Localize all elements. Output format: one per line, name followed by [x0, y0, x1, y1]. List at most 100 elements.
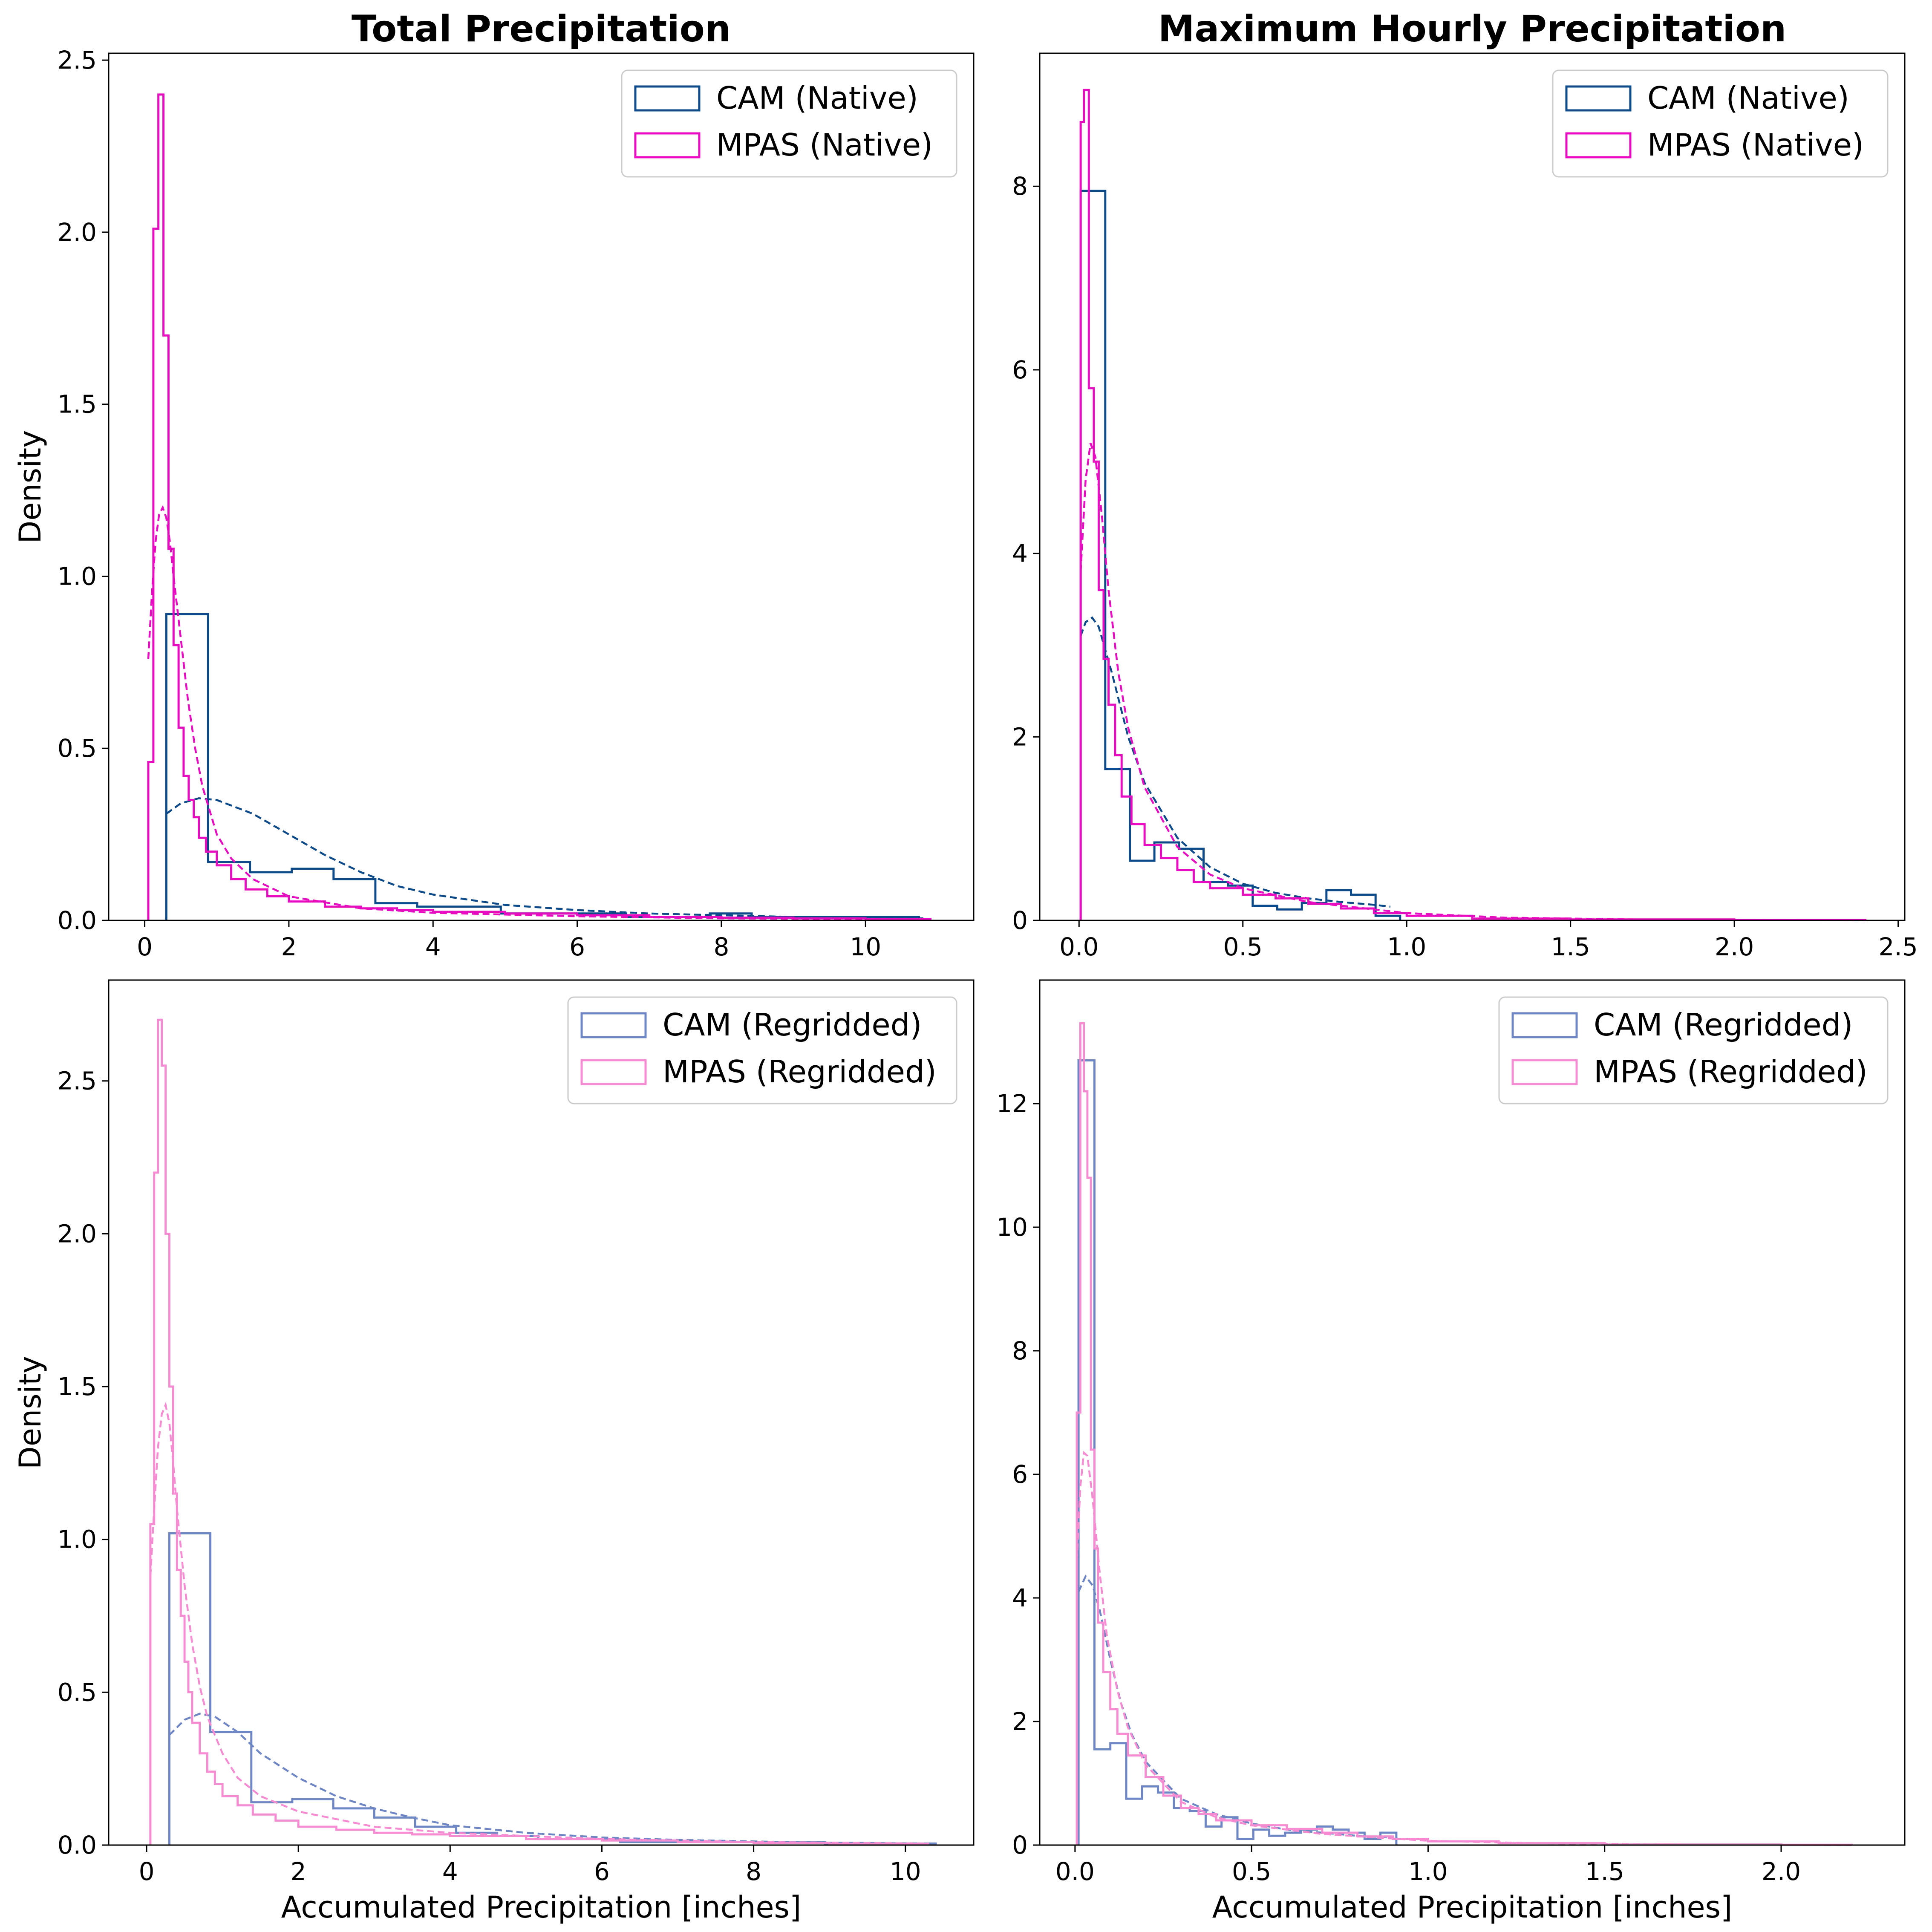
x-tick-label: 2 — [281, 932, 297, 961]
x-axis-label: Accumulated Precipitation [inches] — [1212, 1890, 1733, 1925]
subplot-title: Total Precipitation — [352, 8, 731, 50]
y-tick-label: 2.5 — [58, 46, 97, 75]
legend-box — [1498, 996, 1889, 1104]
legend-swatch — [634, 132, 701, 159]
x-tick-label: 6 — [594, 1857, 610, 1886]
histogram-series-2 — [1076, 1022, 1853, 1846]
x-tick-label: 2.0 — [1715, 932, 1754, 961]
legend-box — [1552, 69, 1889, 178]
x-tick-label: 0.5 — [1223, 932, 1263, 961]
x-tick-label: 0 — [139, 1857, 155, 1886]
legend: CAM (Regridded) MPAS (Regridded) — [1498, 996, 1889, 1104]
y-tick-label: 4 — [1012, 1583, 1028, 1612]
fit-curve-series-1 — [168, 1713, 929, 1845]
plot-frame — [1039, 52, 1906, 921]
legend-swatch — [1565, 132, 1632, 159]
x-tick-label: 6 — [569, 932, 585, 961]
legend-swatch — [1511, 1012, 1578, 1038]
legend-box — [567, 996, 957, 1104]
legend-entry-label: MPAS (Regridded) — [1594, 1054, 1868, 1090]
subplot-2: 0.0 0.5 1.0 1.5 2.0 2.5 0 2 4 6 8 Maximum Hourly Pr… — [1012, 8, 1918, 961]
fit-curve-series-1 — [165, 797, 923, 920]
x-tick-label: 0 — [137, 932, 153, 961]
y-tick-label: 10 — [996, 1213, 1028, 1242]
y-tick-label: 12 — [996, 1089, 1028, 1118]
plot-frame — [108, 979, 975, 1846]
x-tick-label: 8 — [713, 932, 729, 961]
y-tick-label: 0.0 — [58, 1831, 97, 1860]
plot-frame — [108, 52, 975, 921]
histogram-series-1 — [1077, 1059, 1398, 1845]
legend-entry-label: MPAS (Regridded) — [663, 1054, 937, 1090]
legend-swatch — [634, 85, 701, 112]
plot-frame — [1039, 979, 1906, 1846]
x-tick-label: 1.0 — [1387, 932, 1426, 961]
y-tick-label: 0.5 — [58, 1678, 97, 1707]
x-tick-label: 2.5 — [1878, 932, 1918, 961]
y-tick-label: 2.5 — [58, 1067, 97, 1096]
fit-curve-series-2 — [149, 1401, 929, 1845]
legend: CAM (Native) MPAS (Native) — [1552, 69, 1889, 178]
x-tick-label: 1.5 — [1585, 1857, 1624, 1886]
y-tick-label: 6 — [1012, 1460, 1028, 1489]
subplot-1: 0 2 4 6 8 10 0.0 0.5 1.0 1.5 2.0 2.5 Total Precipita… — [13, 8, 975, 961]
y-tick-label: 1.5 — [58, 1372, 97, 1401]
subplot-4: 0.0 0.5 1.0 1.5 2.0 0 2 4 6 8 10 12 Accumulated Prec… — [996, 979, 1906, 1925]
legend-entry-label: CAM (Regridded) — [663, 1007, 922, 1043]
y-tick-label: 6 — [1012, 355, 1028, 384]
x-tick-label: 4 — [442, 1857, 458, 1886]
x-tick-label: 2.0 — [1762, 1857, 1801, 1886]
legend-swatch — [1565, 85, 1632, 112]
histogram-series-1 — [168, 1532, 937, 1845]
y-tick-label: 4 — [1012, 539, 1028, 568]
y-tick-label: 2.0 — [58, 218, 97, 247]
y-axis-label: Density — [13, 1356, 48, 1469]
y-axis-label: Density — [13, 430, 48, 543]
subplot-title: Maximum Hourly Precipitation — [1158, 8, 1786, 50]
legend: CAM (Native) MPAS (Native) — [621, 69, 957, 178]
legend-swatch — [1511, 1059, 1578, 1085]
legend-swatch — [580, 1012, 647, 1038]
y-tick-label: 0 — [1012, 906, 1028, 935]
x-tick-label: 4 — [425, 932, 441, 961]
x-axis-label: Accumulated Precipitation [inches] — [281, 1890, 802, 1925]
y-tick-label: 0 — [1012, 1831, 1028, 1860]
x-tick-label: 8 — [746, 1857, 761, 1886]
legend-entry-label: CAM (Native) — [716, 80, 918, 116]
fit-curve-series-2 — [1076, 1450, 1852, 1846]
fit-curve-series-1 — [1079, 616, 1391, 908]
x-tick-label: 1.5 — [1551, 932, 1590, 961]
y-tick-label: 1.0 — [58, 562, 97, 591]
x-tick-label: 10 — [850, 932, 881, 961]
histogram-series-2 — [1079, 89, 1867, 921]
legend-swatch — [580, 1059, 647, 1085]
y-tick-label: 1.0 — [58, 1525, 97, 1554]
legend-entry-label: MPAS (Native) — [1647, 127, 1864, 163]
histogram-series-1 — [1079, 190, 1401, 920]
x-tick-label: 0.0 — [1055, 1857, 1095, 1886]
y-tick-label: 2 — [1012, 722, 1028, 751]
histogram-series-2 — [149, 1018, 929, 1845]
legend: CAM (Regridded) MPAS (Regridded) — [567, 996, 957, 1104]
x-tick-label: 0.0 — [1059, 932, 1099, 961]
y-tick-label: 1.5 — [58, 390, 97, 419]
legend-entry-label: CAM (Native) — [1647, 80, 1849, 116]
legend-box — [621, 69, 957, 178]
x-tick-label: 10 — [890, 1857, 921, 1886]
legend-entry-label: MPAS (Native) — [716, 127, 933, 163]
y-tick-label: 2.0 — [58, 1219, 97, 1248]
y-tick-label: 8 — [1012, 1336, 1028, 1365]
subplot-3: 0 2 4 6 8 10 0.0 0.5 1.0 1.5 2.0 2.5 Accumulated Pre… — [13, 979, 975, 1925]
y-tick-label: 0.0 — [58, 906, 97, 935]
x-tick-label: 0.5 — [1232, 1857, 1271, 1886]
y-tick-label: 8 — [1012, 172, 1028, 201]
legend-entry-label: CAM (Regridded) — [1594, 1007, 1853, 1043]
x-tick-label: 2 — [291, 1857, 306, 1886]
fit-curve-series-2 — [1079, 443, 1866, 921]
y-tick-label: 2 — [1012, 1707, 1028, 1736]
y-tick-label: 0.5 — [58, 734, 97, 763]
histogram-series-2 — [147, 93, 931, 920]
histogram-series-1 — [165, 613, 920, 920]
fit-curve-series-2 — [147, 505, 923, 920]
